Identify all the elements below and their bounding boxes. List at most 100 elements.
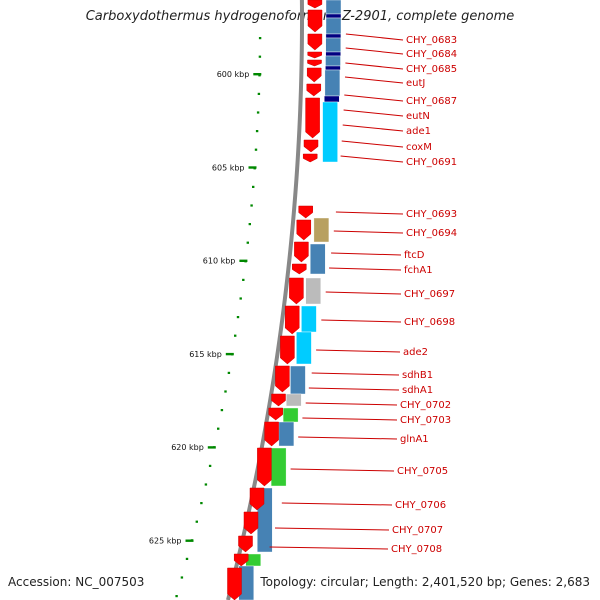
cog-segment: [270, 447, 287, 487]
minor-tick: [220, 409, 224, 412]
gene-arrow[interactable]: [307, 51, 322, 59]
gene-label-chy_0691[interactable]: CHY_0691: [406, 157, 457, 168]
gene-label-chy_0697[interactable]: CHY_0697: [404, 289, 455, 300]
label-line: [316, 349, 401, 353]
minor-tick: [256, 111, 260, 114]
minor-tick: [234, 334, 237, 337]
scale-label: 600 kbp: [217, 70, 250, 79]
cog-segment: [325, 0, 342, 15]
label-line: [343, 109, 404, 117]
gene-labels: CHY_0683 CHY_0684 CHY_0685 eutJ CHY_0687 eutN…: [391, 35, 457, 555]
gene-label-eutn[interactable]: eutN: [406, 111, 430, 122]
major-tick: [225, 352, 234, 356]
label-line: [345, 62, 404, 70]
gene-arrow[interactable]: [249, 487, 265, 511]
label-line: [335, 211, 404, 215]
gene-arrow[interactable]: [284, 305, 300, 335]
gene-label-chy_0708[interactable]: CHY_0708: [391, 544, 442, 555]
minor-tick: [185, 557, 189, 560]
minor-tick: [180, 576, 184, 579]
cog-segment: [325, 37, 341, 53]
gene-arrow[interactable]: [305, 97, 320, 139]
gene-label-chy_0687[interactable]: CHY_0687: [406, 96, 457, 107]
cog-segment: [325, 65, 341, 71]
gene-arrow[interactable]: [306, 67, 322, 83]
gene-arrow[interactable]: [264, 421, 279, 447]
gene-arrow[interactable]: [243, 511, 259, 535]
minor-tick: [227, 371, 231, 374]
gene-label-chy_0683[interactable]: CHY_0683: [406, 35, 457, 46]
gene-arrow[interactable]: [268, 407, 283, 421]
gene-label-fcha1[interactable]: fchA1: [404, 265, 433, 276]
gene-arrow[interactable]: [292, 263, 307, 275]
cog-segment: [278, 421, 295, 447]
gene-label-ade1[interactable]: ade1: [406, 126, 431, 137]
cog-segment: [325, 13, 342, 19]
label-line: [311, 372, 400, 376]
gene-arrow[interactable]: [289, 277, 304, 305]
gene-arrow[interactable]: [271, 393, 286, 407]
gene-arrow[interactable]: [275, 365, 290, 393]
gene-arrow[interactable]: [302, 153, 318, 163]
minor-tick: [254, 148, 258, 151]
gene-label-ade2[interactable]: ade2: [403, 347, 428, 358]
gene-label-chy_0707[interactable]: CHY_0707: [392, 525, 443, 536]
cog-segment: [324, 95, 340, 103]
label-lines: [269, 33, 404, 550]
gene-label-chy_0698[interactable]: CHY_0698: [404, 317, 455, 328]
gene-label-chy_0706[interactable]: CHY_0706: [395, 500, 446, 511]
gene-arrow[interactable]: [294, 241, 309, 263]
gene-arrow[interactable]: [296, 219, 312, 241]
gene-arrow[interactable]: [233, 553, 249, 567]
label-line: [325, 291, 402, 295]
gene-arrow[interactable]: [227, 567, 242, 600]
gene-arrow[interactable]: [280, 335, 295, 365]
label-line: [342, 124, 404, 132]
gene-arrow[interactable]: [307, 33, 323, 51]
scale-label: 615 kbp: [189, 350, 222, 359]
gene-label-glna1[interactable]: glnA1: [400, 434, 429, 445]
gene-label-chy_0694[interactable]: CHY_0694: [406, 228, 457, 239]
gene-label-chy_0693[interactable]: CHY_0693: [406, 209, 457, 220]
gene-label-chy_0705[interactable]: CHY_0705: [397, 466, 448, 477]
gene-arrow[interactable]: [298, 205, 313, 219]
cog-segment: [325, 55, 341, 67]
map-title: Carboxydothermus hydrogenoformans Z-2901…: [85, 9, 515, 24]
major-tick: [248, 166, 257, 169]
minor-tick: [246, 241, 249, 244]
gene-label-sdhb1[interactable]: sdhB1: [402, 370, 433, 381]
label-line: [305, 402, 398, 406]
gene-label-chy_0685[interactable]: CHY_0685: [406, 64, 457, 75]
gene-arrow[interactable]: [238, 535, 253, 553]
minor-tick: [239, 297, 242, 300]
cog-segment: [305, 277, 321, 305]
gene-label-sdha1[interactable]: sdhA1: [402, 385, 433, 396]
major-tick: [253, 73, 262, 76]
gene-label-chy_0702[interactable]: CHY_0702: [400, 400, 451, 411]
scale-ticks: 600 kbp 605 kbp 610 kbp 615 kbp 620 kbp 625 k…: [149, 37, 262, 598]
major-tick: [239, 259, 248, 262]
minor-tick: [208, 464, 212, 467]
cog-segment: [325, 33, 342, 39]
scale-label: 620 kbp: [171, 443, 204, 452]
label-line: [340, 155, 404, 163]
cog-segment: [301, 305, 317, 333]
gene-arrow[interactable]: [303, 139, 319, 153]
label-line: [331, 252, 402, 256]
gene-arrow[interactable]: [307, 0, 323, 9]
gene-label-chy_0703[interactable]: CHY_0703: [400, 415, 451, 426]
gene-label-eutj[interactable]: eutJ: [406, 78, 425, 89]
label-line: [302, 417, 398, 421]
gene-arrow[interactable]: [307, 59, 322, 67]
gene-label-coxm[interactable]: coxM: [406, 142, 432, 153]
gene-label-chy_0684[interactable]: CHY_0684: [406, 49, 457, 60]
gene-arrow[interactable]: [306, 83, 322, 97]
label-line: [290, 468, 395, 472]
gene-arrow[interactable]: [307, 9, 323, 33]
gene-arrow[interactable]: [257, 447, 272, 487]
cog-bar: [238, 0, 342, 600]
minor-tick: [250, 204, 253, 207]
major-tick: [207, 446, 216, 449]
gene-label-ftcd[interactable]: ftcD: [404, 250, 425, 261]
